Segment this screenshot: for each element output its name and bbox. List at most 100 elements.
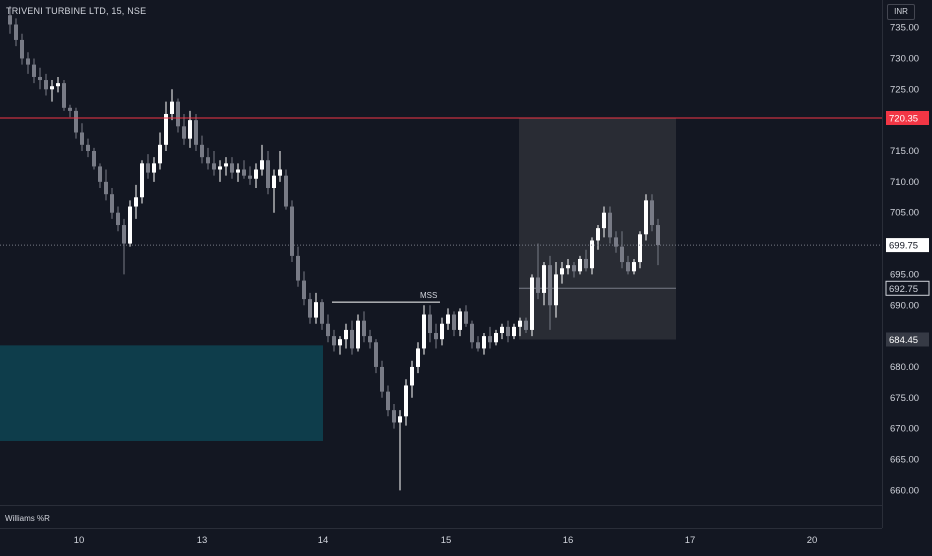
indicator-pane[interactable]: Williams %R — [0, 505, 882, 529]
candle[interactable] — [644, 194, 648, 241]
candle[interactable] — [20, 33, 24, 65]
candle[interactable] — [578, 255, 582, 275]
candle[interactable] — [548, 255, 552, 330]
candle[interactable] — [44, 73, 48, 96]
candle[interactable] — [338, 336, 342, 355]
candle[interactable] — [386, 385, 390, 417]
candle[interactable] — [404, 379, 408, 426]
candle[interactable] — [572, 262, 576, 278]
candle[interactable] — [608, 206, 612, 244]
price-label[interactable]: 720.35 — [886, 110, 929, 125]
candle[interactable] — [434, 323, 438, 349]
candle[interactable] — [56, 76, 60, 93]
candle[interactable] — [494, 329, 498, 346]
candle[interactable] — [236, 163, 240, 182]
candle[interactable] — [530, 274, 534, 337]
candle[interactable] — [470, 320, 474, 349]
candle[interactable] — [626, 255, 630, 275]
price-label[interactable]: 699.75 — [886, 238, 929, 253]
candle[interactable] — [320, 299, 324, 330]
candle[interactable] — [140, 160, 144, 204]
candle[interactable] — [176, 98, 180, 133]
candle[interactable] — [512, 323, 516, 340]
candle[interactable] — [194, 113, 198, 151]
candle[interactable] — [170, 89, 174, 121]
candle[interactable] — [614, 231, 618, 253]
candle[interactable] — [590, 237, 594, 275]
currency-badge[interactable]: INR — [887, 4, 915, 20]
candle[interactable] — [650, 194, 654, 232]
candle[interactable] — [242, 160, 246, 179]
candle[interactable] — [110, 188, 114, 219]
candle[interactable] — [596, 225, 600, 250]
candle[interactable] — [302, 271, 306, 306]
candle[interactable] — [254, 163, 258, 189]
candle[interactable] — [410, 360, 414, 398]
candle[interactable] — [284, 169, 288, 210]
candle[interactable] — [416, 342, 420, 374]
candle[interactable] — [542, 262, 546, 306]
candle[interactable] — [620, 231, 624, 269]
candle[interactable] — [74, 107, 78, 139]
price-axis[interactable]: 735.00730.00725.00720.00715.00710.00705.… — [882, 0, 932, 528]
candle[interactable] — [344, 323, 348, 349]
candle[interactable] — [86, 138, 90, 158]
candle[interactable] — [80, 123, 84, 151]
candle[interactable] — [488, 326, 492, 349]
candle[interactable] — [290, 200, 294, 263]
candle[interactable] — [536, 243, 540, 300]
candle[interactable] — [560, 262, 564, 284]
candle[interactable] — [116, 206, 120, 232]
candle[interactable] — [374, 339, 378, 374]
candle[interactable] — [482, 333, 486, 355]
candle[interactable] — [218, 160, 222, 182]
candle[interactable] — [428, 305, 432, 343]
candle[interactable] — [164, 101, 168, 151]
candle[interactable] — [332, 329, 336, 352]
candle[interactable] — [638, 231, 642, 269]
candle[interactable] — [452, 311, 456, 337]
candle[interactable] — [656, 218, 660, 266]
candle[interactable] — [296, 246, 300, 287]
candle[interactable] — [92, 147, 96, 170]
candle[interactable] — [446, 308, 450, 330]
candle[interactable] — [14, 18, 18, 47]
candle[interactable] — [230, 157, 234, 179]
candle[interactable] — [584, 249, 588, 272]
time-axis[interactable]: 10 13 14 15 16 17 20 — [0, 528, 882, 551]
candle[interactable] — [500, 323, 504, 340]
candle[interactable] — [266, 151, 270, 195]
candle[interactable] — [518, 317, 522, 337]
candle[interactable] — [122, 218, 126, 275]
candle[interactable] — [476, 336, 480, 352]
candle[interactable] — [524, 317, 528, 334]
candle[interactable] — [392, 403, 396, 429]
demand-zone[interactable] — [0, 345, 323, 441]
candle[interactable] — [326, 314, 330, 343]
candle[interactable] — [356, 314, 360, 352]
candle[interactable] — [26, 52, 30, 74]
candle[interactable] — [554, 262, 558, 318]
candle[interactable] — [260, 144, 264, 176]
candle[interactable] — [422, 305, 426, 355]
candle[interactable] — [50, 80, 54, 102]
candlestick-chart[interactable]: MSS — [0, 0, 882, 505]
candle[interactable] — [278, 151, 282, 182]
price-label[interactable]: 684.45 — [886, 332, 929, 347]
candle[interactable] — [248, 166, 252, 185]
chart-pane[interactable]: MSS TRIVENI TURBINE LTD, 15, NSE — [0, 0, 882, 505]
candle[interactable] — [440, 317, 444, 346]
candle[interactable] — [314, 292, 318, 324]
candle[interactable] — [134, 184, 138, 219]
candle[interactable] — [68, 104, 72, 118]
candle[interactable] — [362, 311, 366, 343]
candle[interactable] — [182, 113, 186, 145]
candle[interactable] — [464, 305, 468, 327]
candle[interactable] — [38, 67, 42, 90]
price-label[interactable]: 692.75 — [885, 280, 930, 296]
candle[interactable] — [152, 157, 156, 182]
candle[interactable] — [188, 110, 192, 148]
candle[interactable] — [206, 147, 210, 170]
candle[interactable] — [272, 169, 276, 213]
candle[interactable] — [566, 258, 570, 275]
